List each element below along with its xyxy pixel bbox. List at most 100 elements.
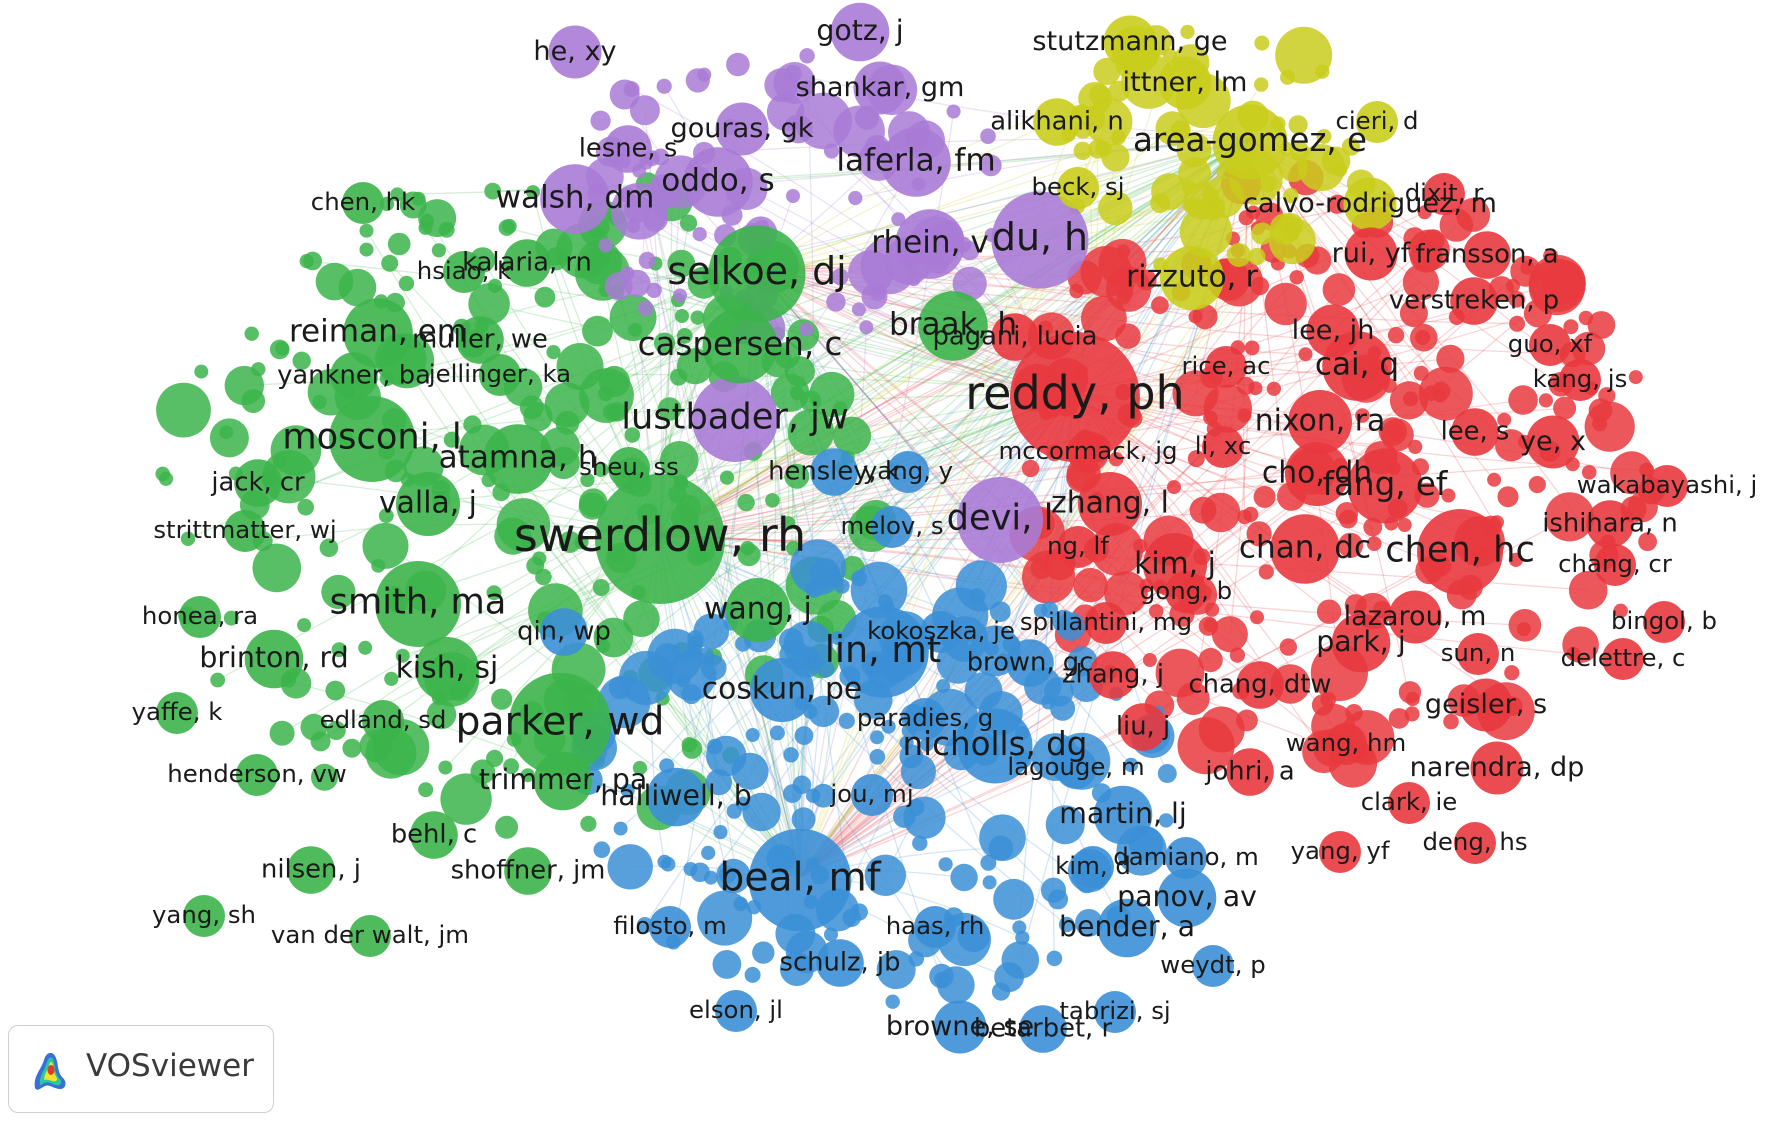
- author-node[interactable]: [1562, 626, 1599, 663]
- author-node[interactable]: [881, 719, 896, 734]
- author-node[interactable]: [979, 814, 1026, 861]
- author-node-lee-s[interactable]: [1451, 408, 1499, 456]
- author-node[interactable]: [737, 543, 761, 567]
- author-node-kokoszka-je[interactable]: [920, 611, 962, 653]
- author-node[interactable]: [955, 560, 1007, 612]
- author-node[interactable]: [1250, 276, 1270, 296]
- author-node[interactable]: [1179, 205, 1233, 258]
- author-node[interactable]: [494, 517, 532, 555]
- author-node-jou-mj[interactable]: [851, 774, 893, 816]
- author-node[interactable]: [619, 650, 674, 706]
- author-node-lee-jh[interactable]: [1306, 304, 1360, 358]
- author-node[interactable]: [1508, 385, 1538, 415]
- author-node[interactable]: [578, 492, 606, 520]
- author-node[interactable]: [431, 243, 446, 258]
- author-node[interactable]: [1251, 222, 1274, 245]
- author-node[interactable]: [783, 784, 802, 803]
- author-node-bender-a[interactable]: [1097, 898, 1157, 958]
- author-node[interactable]: [960, 241, 980, 261]
- author-node-shoffner-jm[interactable]: [504, 847, 552, 895]
- author-node-lagouge-m[interactable]: [1055, 747, 1097, 789]
- author-node[interactable]: [632, 760, 648, 776]
- author-node-sheu-ss[interactable]: [608, 447, 650, 489]
- author-node[interactable]: [1237, 408, 1252, 423]
- author-node[interactable]: [223, 610, 239, 626]
- author-node[interactable]: [900, 753, 937, 790]
- author-node[interactable]: [1373, 600, 1391, 619]
- author-node[interactable]: [1115, 323, 1141, 349]
- author-node[interactable]: [362, 522, 409, 569]
- author-node[interactable]: [1093, 57, 1121, 85]
- author-node[interactable]: [1266, 381, 1281, 396]
- author-node[interactable]: [707, 738, 723, 755]
- author-node[interactable]: [1038, 320, 1053, 336]
- author-node[interactable]: [438, 760, 453, 775]
- author-node[interactable]: [491, 688, 513, 710]
- author-node-lustbader-jw[interactable]: [692, 376, 778, 462]
- author-node[interactable]: [1192, 304, 1218, 330]
- author-node[interactable]: [1075, 909, 1103, 937]
- author-node[interactable]: [1509, 315, 1526, 332]
- author-node[interactable]: [590, 110, 611, 131]
- author-node[interactable]: [1227, 243, 1251, 267]
- author-node[interactable]: [891, 212, 906, 227]
- author-node-tabrizi-sj[interactable]: [1094, 991, 1136, 1033]
- author-node[interactable]: [647, 174, 683, 210]
- author-node[interactable]: [520, 768, 535, 783]
- author-node[interactable]: [681, 684, 702, 705]
- author-node[interactable]: [690, 310, 705, 325]
- author-node-lin-mt[interactable]: [837, 606, 929, 698]
- author-node[interactable]: [1151, 296, 1169, 315]
- author-node-rhein-v[interactable]: [895, 209, 965, 279]
- author-node[interactable]: [1443, 713, 1459, 730]
- author-node[interactable]: [624, 195, 652, 223]
- author-node[interactable]: [1553, 396, 1577, 420]
- author-node[interactable]: [791, 807, 816, 832]
- author-node[interactable]: [1508, 291, 1526, 308]
- author-node-clark-ie[interactable]: [1388, 782, 1430, 824]
- author-node[interactable]: [1497, 412, 1512, 427]
- author-node[interactable]: [608, 676, 632, 700]
- author-node[interactable]: [1073, 567, 1108, 603]
- author-node[interactable]: [636, 917, 654, 934]
- author-node-selkoe-dj[interactable]: [708, 225, 806, 323]
- author-node[interactable]: [712, 950, 742, 979]
- author-node[interactable]: [719, 470, 735, 485]
- author-node[interactable]: [713, 825, 728, 840]
- author-node[interactable]: [957, 919, 990, 953]
- author-node[interactable]: [1001, 941, 1040, 979]
- author-node[interactable]: [784, 64, 802, 83]
- author-node[interactable]: [1397, 518, 1412, 532]
- author-node[interactable]: [657, 397, 682, 421]
- author-node[interactable]: [487, 278, 502, 293]
- author-node-beck-sj[interactable]: [1057, 167, 1099, 209]
- author-node[interactable]: [697, 890, 753, 946]
- author-node-melov-s[interactable]: [871, 506, 913, 548]
- author-node[interactable]: [607, 844, 653, 890]
- author-node-verstreken-p[interactable]: [1450, 277, 1498, 325]
- author-node-rui-yf[interactable]: [1344, 227, 1398, 281]
- author-node-braak-h[interactable]: [918, 291, 988, 361]
- author-node-johri-a[interactable]: [1226, 748, 1274, 796]
- author-node[interactable]: [701, 845, 716, 861]
- author-node[interactable]: [210, 672, 226, 688]
- author-node-devi-l[interactable]: [957, 477, 1043, 563]
- author-node-hsiao-k[interactable]: [443, 251, 485, 293]
- author-node[interactable]: [381, 254, 399, 272]
- author-node[interactable]: [1264, 282, 1307, 326]
- author-node[interactable]: [899, 735, 914, 750]
- author-node[interactable]: [1157, 764, 1177, 783]
- author-node[interactable]: [679, 214, 698, 232]
- author-node-lazarou-m[interactable]: [1388, 590, 1442, 644]
- author-node[interactable]: [310, 731, 331, 752]
- author-node-geisler-s[interactable]: [1459, 678, 1513, 732]
- author-node[interactable]: [817, 660, 835, 678]
- author-node[interactable]: [1170, 120, 1191, 141]
- author-node[interactable]: [1236, 709, 1258, 732]
- author-node-park-j[interactable]: [1331, 613, 1391, 673]
- author-node[interactable]: [1180, 24, 1195, 39]
- author-node-walsh-dm[interactable]: [540, 164, 610, 234]
- author-node[interactable]: [1398, 681, 1422, 704]
- author-node[interactable]: [1244, 340, 1260, 356]
- author-node[interactable]: [1316, 129, 1332, 144]
